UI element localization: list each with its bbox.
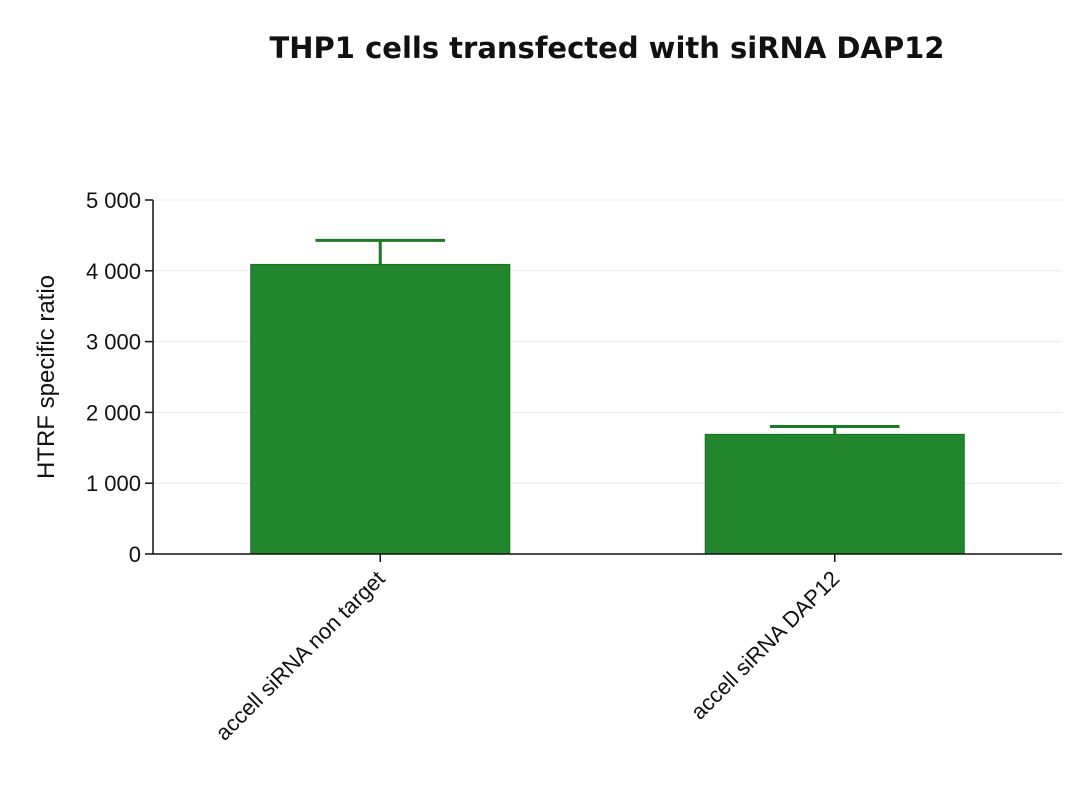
x-tick-label: accell siRNA DAP12 (686, 566, 845, 725)
y-tick-label: 4 000 (86, 259, 141, 284)
error-bars (315, 238, 900, 435)
error-bar (769, 425, 900, 435)
bar (704, 433, 965, 555)
y-tick-label: 2 000 (86, 400, 141, 425)
bar (250, 263, 511, 555)
y-tick-label: 0 (129, 542, 141, 567)
x-tick-label: accell siRNA non target (210, 566, 389, 745)
error-bar (315, 238, 446, 265)
chart-title: THP1 cells transfected with siRNA DAP12 (270, 31, 945, 65)
bars (250, 263, 965, 555)
y-tick-label: 3 000 (86, 330, 141, 355)
y-tick-label: 5 000 (86, 188, 141, 213)
y-tick-label: 1 000 (86, 471, 141, 496)
axes (145, 199, 1062, 562)
y-axis-title: HTRF specific ratio (33, 275, 60, 479)
